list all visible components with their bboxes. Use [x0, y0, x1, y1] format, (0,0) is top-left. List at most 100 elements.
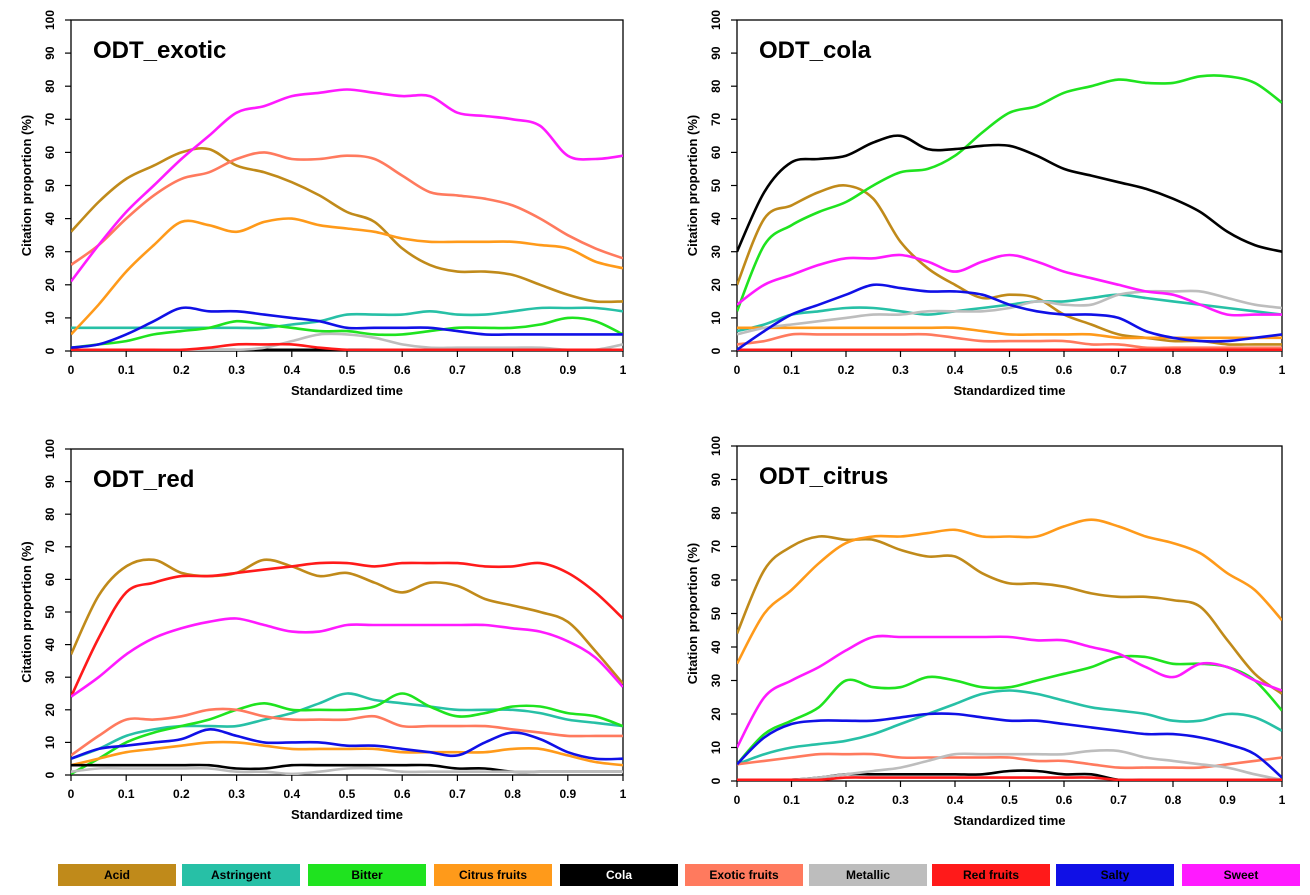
- x-axis-label: Standardized time: [954, 383, 1066, 398]
- x-tick-label: 0.1: [783, 793, 800, 807]
- x-tick-label: 0.7: [1110, 793, 1127, 807]
- x-tick-label: 0: [68, 363, 75, 377]
- y-tick-label: 100: [709, 10, 723, 30]
- y-tick-label: 10: [43, 735, 57, 749]
- y-tick-label: 80: [709, 506, 723, 520]
- y-axis-label: Citation proportion (%): [685, 543, 700, 685]
- series-line-salty: [71, 728, 623, 761]
- x-tick-label: 0.6: [394, 363, 411, 377]
- series-line-acid: [71, 558, 623, 685]
- x-tick-label: 0.2: [838, 793, 855, 807]
- plot-frame: [736, 445, 1283, 782]
- x-tick-label: 1: [1279, 793, 1286, 807]
- chart-title: ODT_cola: [759, 37, 872, 64]
- series-line-bitter: [737, 654, 1282, 766]
- y-tick-label: 40: [709, 640, 723, 654]
- series-line-cola: [737, 134, 1282, 253]
- x-axis-label: Standardized time: [291, 807, 403, 822]
- y-tick-label: 40: [43, 212, 57, 226]
- y-tick-label: 100: [43, 439, 57, 459]
- series-line-metallic: [71, 766, 623, 775]
- series-line-exotic-fruits: [737, 752, 1282, 770]
- x-tick-label: 0.6: [394, 787, 411, 801]
- y-tick-label: 60: [709, 573, 723, 587]
- series-line-astringent: [71, 306, 623, 330]
- x-tick-label: 0.2: [173, 787, 190, 801]
- x-tick-label: 0.3: [892, 793, 909, 807]
- plot-frame: [736, 19, 1283, 352]
- chart-panel-0: 0 10 20 30 40 50 60 70 80 90 100 0 0.1 0.2 0.3 0.4 0.5 0.…: [19, 10, 627, 398]
- chart-title: ODT_citrus: [759, 463, 888, 490]
- legend-item-red-fruits: Red fruits: [932, 864, 1050, 886]
- series-line-acid: [71, 146, 623, 304]
- y-tick-label: 30: [709, 674, 723, 688]
- x-tick-label: 1: [620, 787, 627, 801]
- y-axis-label: Citation proportion (%): [19, 541, 34, 683]
- series-line-sweet: [71, 617, 623, 698]
- x-tick-label: 0.9: [1219, 363, 1236, 377]
- series-line-salty: [737, 283, 1282, 351]
- x-tick-label: 0.1: [783, 363, 800, 377]
- x-tick-label: 0.9: [559, 787, 576, 801]
- x-tick-label: 0.3: [892, 363, 909, 377]
- chart-title: ODT_exotic: [93, 37, 226, 64]
- series-line-bitter: [737, 74, 1282, 312]
- y-tick-label: 10: [43, 311, 57, 325]
- series-line-red-fruits: [737, 776, 1282, 781]
- x-tick-label: 0.4: [947, 793, 964, 807]
- y-tick-label: 50: [709, 607, 723, 621]
- y-tick-label: 20: [43, 278, 57, 292]
- y-tick-label: 30: [709, 245, 723, 259]
- chart-title: ODT_red: [93, 466, 194, 493]
- x-tick-label: 0.7: [449, 787, 466, 801]
- x-tick-label: 1: [1279, 363, 1286, 377]
- series-line-exotic-fruits: [737, 332, 1282, 350]
- y-tick-label: 60: [709, 145, 723, 159]
- legend-item-acid: Acid: [58, 864, 176, 886]
- series-line-citrus-fruits: [737, 326, 1282, 340]
- series-line-astringent: [737, 293, 1282, 333]
- x-tick-label: 0: [734, 363, 741, 377]
- y-tick-label: 90: [709, 46, 723, 60]
- x-axis-label: Standardized time: [954, 813, 1066, 828]
- series-line-sweet: [737, 634, 1282, 749]
- chart-panel-1: 0 10 20 30 40 50 60 70 80 90 100 0 0.1 0.2 0.3 0.4 0.5 0.…: [685, 10, 1286, 398]
- chart-panel-2: 0 10 20 30 40 50 60 70 80 90 100 0 0.1 0.2 0.3 0.4 0.5 0.…: [19, 439, 627, 822]
- x-tick-label: 0.6: [1056, 793, 1073, 807]
- y-tick-label: 50: [709, 179, 723, 193]
- legend-item-salty: Salty: [1056, 864, 1174, 886]
- y-tick-label: 0: [43, 347, 57, 354]
- series-line-exotic-fruits: [71, 151, 623, 266]
- y-tick-label: 90: [43, 475, 57, 489]
- y-tick-label: 80: [43, 507, 57, 521]
- x-tick-label: 0.2: [173, 363, 190, 377]
- series-line-astringent: [71, 692, 623, 760]
- x-tick-label: 0.9: [559, 363, 576, 377]
- y-tick-label: 50: [43, 605, 57, 619]
- series-line-salty: [737, 712, 1282, 779]
- legend-item-exotic-fruits: Exotic fruits: [685, 864, 803, 886]
- y-tick-label: 70: [709, 540, 723, 554]
- y-tick-label: 30: [43, 670, 57, 684]
- y-tick-label: 0: [709, 777, 723, 784]
- series-line-astringent: [737, 689, 1282, 766]
- series-line-exotic-fruits: [71, 707, 623, 757]
- y-tick-label: 0: [43, 771, 57, 778]
- series-line-citrus-fruits: [737, 518, 1282, 665]
- x-tick-label: 0.8: [1165, 363, 1182, 377]
- y-tick-label: 100: [43, 10, 57, 30]
- series-line-sweet: [737, 253, 1282, 317]
- y-tick-label: 40: [709, 212, 723, 226]
- legend-item-citrus-fruits: Citrus fruits: [434, 864, 552, 886]
- y-axis-label: Citation proportion (%): [19, 115, 34, 257]
- y-tick-label: 60: [43, 572, 57, 586]
- y-tick-label: 100: [709, 436, 723, 456]
- y-tick-label: 90: [43, 46, 57, 60]
- y-tick-label: 70: [43, 540, 57, 554]
- series-line-citrus-fruits: [71, 217, 623, 336]
- series-line-bitter: [71, 692, 623, 775]
- y-tick-label: 80: [43, 79, 57, 93]
- x-tick-label: 1: [620, 363, 627, 377]
- x-tick-label: 0.5: [339, 787, 356, 801]
